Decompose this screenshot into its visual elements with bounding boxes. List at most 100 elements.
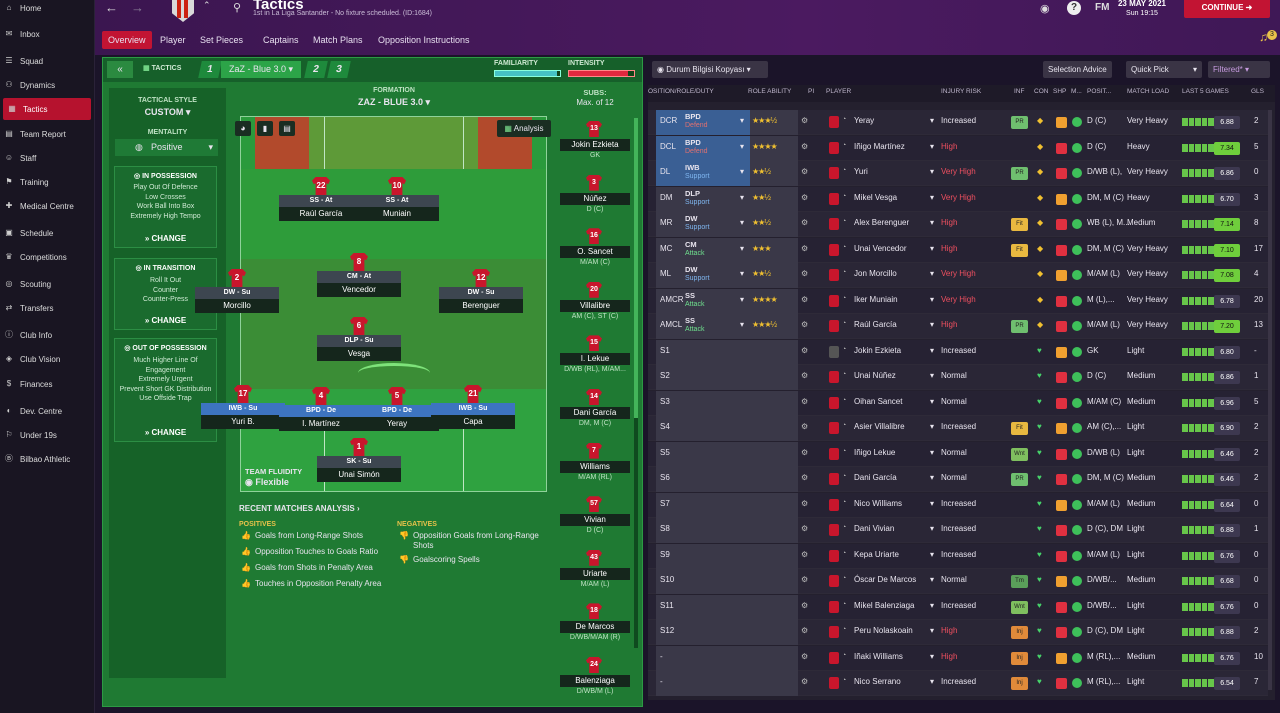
tactic-slot-2[interactable]: 2 [304,61,328,78]
instructions-icon[interactable]: ⚙ [801,447,809,457]
sub-player[interactable]: 57 Vivian D (C) [560,496,630,534]
player-role[interactable]: CM - At [317,271,401,283]
pitch-player[interactable]: 17 IWB - Su Yuri B. [201,385,285,431]
sidebar-item-dynamics[interactable]: ⚇ Dynamics [0,74,93,96]
player-name-cell[interactable]: Asier Villalibre [854,422,905,431]
table-row[interactable]: S10 ⚙ ◔ Óscar De Marcos ▾ Normal Tm ♥ D/WB/... Me… [648,569,1268,594]
instructions-icon[interactable]: ⚙ [801,651,809,661]
chevron-down-icon[interactable]: ▾ [930,422,935,431]
sidebar-item-club-info[interactable]: ⓘ Club Info [0,324,93,346]
role-cell[interactable]: DW [685,214,698,223]
bar-chart-icon[interactable]: ▮ [257,121,273,136]
column-header[interactable]: PI [808,88,815,95]
pitch-player[interactable]: 10 SS - At Muniain [355,177,439,223]
column-header[interactable]: INF [1014,88,1025,95]
table-row[interactable]: DM DLP Support ▾ ★★½ ⚙ ◔ Mikel Vesga ▾ Very High ◆… [648,186,1268,212]
table-row[interactable]: DL IWB Support ▾ ★★½ ⚙ ◔ Yuri ▾ Very High PR ◆ D/WB … [648,161,1268,186]
role-cell[interactable]: DLP [685,188,700,198]
instructions-icon[interactable]: ⚙ [801,269,809,278]
instructions-icon[interactable]: ⚙ [801,371,809,380]
sub-player[interactable]: 16 O. Sancet M/AM (C) [560,228,630,266]
chevron-down-icon[interactable]: ▾ [930,345,935,355]
analysis-button[interactable]: ▦ Analysis [497,120,551,137]
chevron-down-icon[interactable]: ▾ [740,116,745,125]
sub-player[interactable]: 14 Dani García DM, M (C) [560,389,630,427]
instructions-icon[interactable]: ⚙ [801,141,809,151]
fm-menu[interactable]: FM [1095,2,1110,13]
forward-icon[interactable]: → [131,0,144,15]
tactic-slot-3[interactable]: 3 [327,61,351,78]
instructions-icon[interactable]: ⚙ [801,116,809,125]
instructions-icon[interactable]: ⚙ [801,473,809,482]
tab-player[interactable]: Player [160,35,186,45]
role-cell[interactable]: DW [685,265,698,274]
column-header[interactable]: ROLE ABILITY [748,88,792,95]
player-role[interactable]: SS - At [279,195,363,207]
player-name-cell[interactable]: Yuri [854,167,868,176]
chevron-down-icon[interactable]: ▾ [740,218,745,227]
player-name-cell[interactable]: Alex Berenguer [854,218,910,227]
player-name-cell[interactable]: Iñigo Martínez [854,141,905,151]
role-cell[interactable]: SS [685,316,696,325]
player-role[interactable]: BPD - De [355,405,439,417]
role-cell[interactable]: SS [685,290,696,300]
instructions-icon[interactable]: ⚙ [801,192,809,202]
chevron-down-icon[interactable]: ▾ [930,473,935,482]
column-header[interactable]: MATCH LOAD [1127,88,1170,95]
player-name-cell[interactable]: Unai Núñez [854,371,896,380]
sidebar-item-medical-centre[interactable]: ✚ Medical Centre [0,195,93,217]
role-cell[interactable]: CM [685,239,697,249]
chevron-updown-icon[interactable]: ⌃ [203,0,211,10]
sub-player[interactable]: 15 I. Lekue D/WB (RL), M/AM... [560,335,630,373]
chevron-down-icon[interactable]: ▾ [930,243,935,253]
chevron-down-icon[interactable]: ▾ [740,269,745,278]
role-cell[interactable]: BPD [685,112,701,121]
player-name-cell[interactable]: Mikel Vesga [854,192,898,202]
instructions-icon[interactable]: ⚙ [801,626,809,635]
table-row[interactable]: MR DW Support ▾ ★★½ ⚙ ◔ Alex Berenguer ▾ High Fit ◆… [648,212,1268,237]
player-name-cell[interactable]: Jon Morcillo [854,269,897,278]
table-row[interactable]: S11 ⚙ ◔ Mikel Balenziaga ▾ Increased Wnt ♥ D/WB/… [648,594,1268,620]
sidebar-item-finances[interactable]: $ Finances [0,373,93,395]
sidebar-item-competitions[interactable]: ♛ Competitions [0,246,93,268]
tab-set-pieces[interactable]: Set Pieces [200,35,244,45]
pitch-player[interactable]: 5 BPD - De Yeray [355,387,439,433]
player-role[interactable]: DW - Su [439,287,523,299]
chevron-down-icon[interactable]: ▾ [740,320,745,329]
role-cell[interactable]: IWB [685,163,700,172]
pitch-player[interactable]: 12 DW - Su Berenguer [439,269,523,315]
column-header[interactable]: POSIT... [1087,88,1112,95]
column-header[interactable]: INJURY RISK [941,88,982,95]
in-transition-change[interactable]: » CHANGE [144,316,187,325]
sub-player[interactable]: 24 Balenziaga D/WB/M (L) [560,657,630,695]
sub-player[interactable]: 18 De Marcos D/WB/M/AM (R) [560,603,630,641]
chevron-down-icon[interactable]: ▾ [930,549,935,559]
chevron-down-icon[interactable]: ▾ [930,677,935,686]
table-row[interactable]: S7 ⚙ ◔ Nico Williams ▾ Increased ♥ M/AM (L) Medi… [648,492,1268,518]
chevron-down-icon[interactable]: ▾ [740,294,745,304]
sidebar-item-dev-centre[interactable]: ◐ Dev. Centre [0,400,93,422]
instructions-icon[interactable]: ⚙ [801,575,809,584]
table-row[interactable]: S1 ⚙ ◔ Jokin Ezkieta ▾ Increased ♥ GK Light 6.80 - [648,339,1268,365]
table-row[interactable]: S8 ⚙ ◔ Dani Vivian ▾ Increased ♥ D (C), DM Light… [648,518,1268,543]
sidebar-item-under-19s[interactable]: ⚐ Under 19s [0,424,93,446]
sidebar-item-training[interactable]: ⚑ Training [0,171,93,193]
sub-player[interactable]: 20 Villalibre AM (C), ST (C) [560,281,630,320]
quick-pick-button[interactable]: Quick Pick ▾ [1126,61,1202,78]
tab-opposition-instructions[interactable]: Opposition Instructions [378,35,470,45]
pitch-player[interactable]: 8 CM - At Vencedor [317,253,401,299]
player-name-cell[interactable]: Óscar De Marcos [854,575,917,584]
chevron-down-icon[interactable]: ▾ [930,396,935,406]
instructions-icon[interactable]: ⚙ [801,294,809,304]
back-icon[interactable]: ← [105,0,118,15]
player-name-cell[interactable]: Kepa Uriarte [854,549,899,559]
player-role[interactable]: IWB - Su [201,403,285,415]
pitch-player[interactable]: 4 BPD - De I. Martínez [279,387,363,433]
instructions-icon[interactable]: ⚙ [801,243,809,253]
search-icon[interactable]: ⚲ [233,2,242,14]
instructions-icon[interactable]: ⚙ [801,677,809,686]
player-name-cell[interactable]: Nico Serrano [854,677,901,686]
instructions-icon[interactable]: ⚙ [801,524,809,533]
table-row[interactable]: S6 ⚙ ◔ Dani García ▾ Normal PR ♥ DM, M (C) Medium… [648,467,1268,492]
pitch-player[interactable]: 21 IWB - Su Capa [431,385,515,431]
